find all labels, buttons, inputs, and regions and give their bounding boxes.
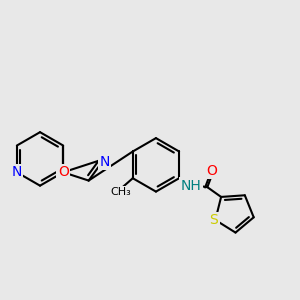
Text: N: N (99, 155, 110, 169)
Text: NH: NH (181, 179, 201, 193)
Text: O: O (206, 164, 217, 178)
Text: N: N (12, 165, 22, 179)
Text: O: O (58, 165, 69, 179)
Text: CH₃: CH₃ (110, 187, 131, 196)
Text: S: S (209, 213, 218, 227)
